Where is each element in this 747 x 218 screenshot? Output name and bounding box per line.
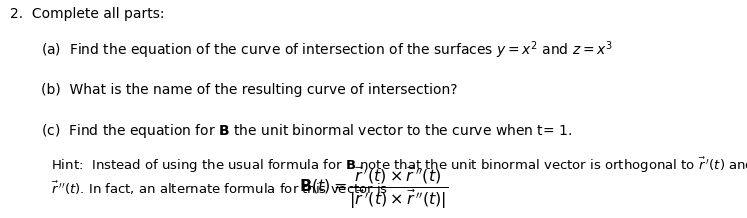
Text: (a)  Find the equation of the curve of intersection of the surfaces $y = x^2$ an: (a) Find the equation of the curve of in…: [41, 39, 613, 61]
Text: 2.  Complete all parts:: 2. Complete all parts:: [10, 7, 164, 20]
Text: $\mathbf{B}(t) = \dfrac{\vec{r}\,'(t) \times \vec{r}\,''(t)}{|\vec{r}\,'(t) \tim: $\mathbf{B}(t) = \dfrac{\vec{r}\,'(t) \t…: [299, 165, 448, 211]
Text: (b)  What is the name of the resulting curve of intersection?: (b) What is the name of the resulting cu…: [41, 83, 458, 97]
Text: (c)  Find the equation for $\mathbf{B}$ the unit binormal vector to the curve wh: (c) Find the equation for $\mathbf{B}$ t…: [41, 122, 572, 140]
Text: $\vec{r}\,''(t)$. In fact, an alternate formula for this vector is: $\vec{r}\,''(t)$. In fact, an alternate …: [51, 180, 388, 197]
Text: Hint:  Instead of using the usual formula for $\mathbf{B}$ note that the unit bi: Hint: Instead of using the usual formula…: [51, 156, 747, 175]
